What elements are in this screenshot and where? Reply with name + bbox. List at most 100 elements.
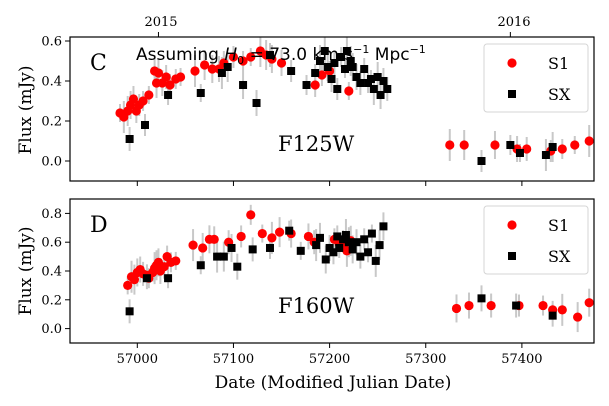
data-point-s1 <box>557 144 567 154</box>
panel-c: 0.0 0.2 0.4 0.6 C F125W S1 SX <box>41 35 595 186</box>
data-point-sx <box>340 65 349 73</box>
data-point-sx <box>348 63 357 71</box>
data-point-sx <box>339 235 348 244</box>
legend-label-s1: S1 <box>548 54 569 73</box>
data-point-s1 <box>138 96 148 106</box>
data-point-sx <box>125 307 134 316</box>
data-point-sx <box>512 301 521 310</box>
data-point-s1 <box>459 140 469 150</box>
panel-d: 0.0 0.2 0.4 0.6 0.8 57000 57100 57200 57300 57400… <box>41 198 595 367</box>
x-tick-label: 57400 <box>501 352 542 367</box>
data-point-sx <box>239 81 248 89</box>
data-point-s1 <box>129 275 140 285</box>
data-point-s1 <box>198 243 208 253</box>
data-layer <box>115 37 594 172</box>
annotation-middle: = 73.0 km s <box>244 45 353 65</box>
data-point-sx <box>360 65 369 73</box>
data-point-s1 <box>207 64 217 74</box>
legend-label-s1: S1 <box>548 216 569 235</box>
data-point-sx <box>356 252 365 261</box>
data-point-sx <box>164 91 173 99</box>
x-tick-label: 57100 <box>213 352 254 367</box>
data-point-s1 <box>246 52 256 62</box>
data-point-sx <box>312 241 321 250</box>
data-point-sx <box>477 157 486 165</box>
data-point-sx <box>320 47 329 55</box>
data-point-sx <box>379 77 388 85</box>
data-point-sx <box>311 69 320 77</box>
data-point-sx <box>302 81 311 89</box>
data-point-s1 <box>310 80 320 90</box>
data-point-sx <box>333 85 342 93</box>
data-point-sx <box>164 274 173 283</box>
y-tick-label: 0.4 <box>41 75 62 90</box>
data-point-sx <box>315 57 324 65</box>
annotation-sup2: −1 <box>410 43 426 56</box>
data-point-sx <box>223 63 232 71</box>
data-point-s1 <box>490 140 500 150</box>
panel-letter: C <box>90 51 107 76</box>
data-point-sx <box>140 121 149 129</box>
plot-frame <box>69 36 595 182</box>
legend-marker-sx <box>508 252 516 260</box>
data-point-sx <box>285 226 294 235</box>
legend-marker-s1 <box>507 58 517 68</box>
data-point-sx <box>315 233 324 242</box>
data-point-s1 <box>464 300 474 311</box>
data-point-s1 <box>344 86 354 96</box>
data-point-sx <box>327 75 336 83</box>
data-point-s1 <box>159 262 169 272</box>
data-point-sx <box>548 143 557 151</box>
data-point-sx <box>356 79 365 87</box>
data-point-sx <box>233 262 242 271</box>
data-point-s1 <box>188 240 198 250</box>
data-point-sx <box>364 248 373 257</box>
data-point-sx <box>265 51 274 59</box>
data-point-s1 <box>573 312 583 322</box>
annotation-prefix: Assuming <box>136 45 224 65</box>
legend-label-sx: SX <box>548 247 571 266</box>
data-point-s1 <box>153 68 164 78</box>
data-point-sx <box>352 73 361 81</box>
data-layer <box>123 204 594 333</box>
data-point-sx <box>337 53 346 61</box>
data-point-s1 <box>538 300 548 311</box>
data-point-s1 <box>161 72 171 82</box>
data-point-s1 <box>276 58 287 68</box>
data-point-s1 <box>584 298 594 308</box>
data-point-s1 <box>236 231 246 242</box>
data-point-sx <box>548 311 557 320</box>
legend-box <box>483 43 589 113</box>
data-point-sx <box>252 99 261 107</box>
data-point-s1 <box>200 60 210 70</box>
data-point-s1 <box>238 56 248 66</box>
data-point-s1 <box>486 300 496 311</box>
data-point-s1 <box>228 52 239 62</box>
data-point-sx <box>265 243 274 252</box>
data-point-sx <box>348 245 357 254</box>
y-axis-title-c: Flux (mJy) <box>16 66 36 155</box>
y-tick-label: 0.6 <box>41 236 62 251</box>
data-point-sx <box>383 85 392 93</box>
filter-label: F160W <box>278 294 355 318</box>
legend-marker-s1 <box>507 220 517 230</box>
top-tick-label-2016: 2016 <box>497 15 530 30</box>
data-point-sx <box>219 252 228 261</box>
data-point-sx <box>506 141 515 149</box>
data-point-s1 <box>570 140 580 150</box>
data-point-sx <box>217 69 226 77</box>
x-tick-label: 57300 <box>405 352 446 367</box>
data-point-sx <box>369 85 378 93</box>
data-point-sx <box>541 151 550 159</box>
data-point-sx <box>329 248 338 257</box>
top-tick-label-2015: 2015 <box>144 15 177 30</box>
data-point-sx <box>142 274 151 283</box>
data-point-s1 <box>303 231 314 242</box>
data-point-sx <box>352 238 361 247</box>
y-tick-label: 0.4 <box>41 265 62 280</box>
x-axis-title: Date (Modified Julian Date) <box>215 373 452 393</box>
data-point-s1 <box>246 210 256 220</box>
data-point-s1 <box>175 72 186 82</box>
data-point-sx <box>346 57 355 65</box>
data-point-sx <box>196 261 205 270</box>
